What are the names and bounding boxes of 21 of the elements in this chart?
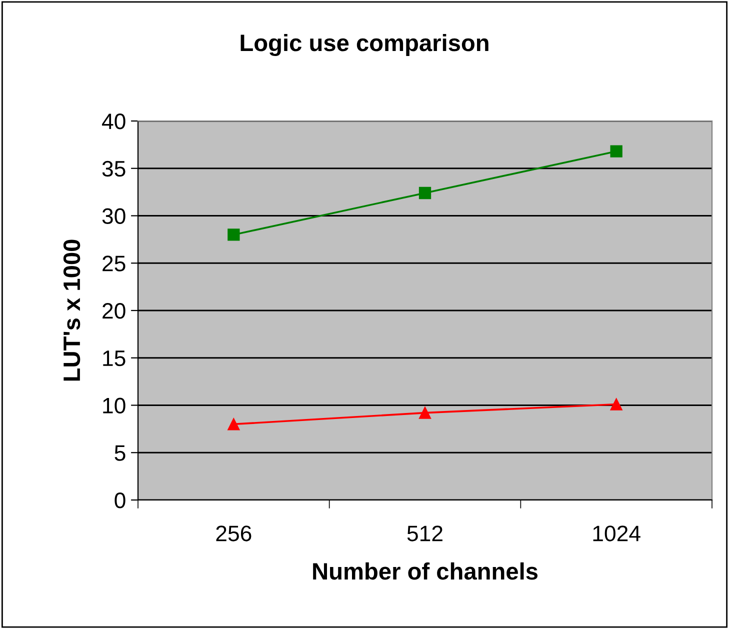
y-tick-label: 5	[114, 445, 126, 461]
y-tick-label: 20	[102, 303, 126, 319]
y-tick-label: 10	[103, 398, 126, 414]
point	[418, 406, 432, 419]
y-tick-label: 15	[103, 350, 126, 366]
y-axis-title: LUT's x 1000	[63, 240, 80, 381]
y-tick-label: 30	[102, 208, 126, 224]
point	[610, 145, 622, 158]
chart-title: Logic use comparison	[240, 34, 488, 56]
point	[228, 418, 240, 430]
y-tick-label: 35	[102, 160, 126, 177]
point	[228, 228, 240, 241]
y-tick-label: 25	[102, 256, 126, 272]
x-tick-label: 256	[216, 526, 252, 542]
y-tick-label: 0	[114, 492, 126, 508]
x-tick-label: 512	[407, 526, 442, 542]
point	[610, 398, 622, 410]
x-tick-label: 1024	[593, 526, 640, 542]
x-axis-title: Number of channels	[313, 562, 538, 580]
point	[418, 186, 432, 200]
y-tick-label: 40	[102, 114, 126, 130]
